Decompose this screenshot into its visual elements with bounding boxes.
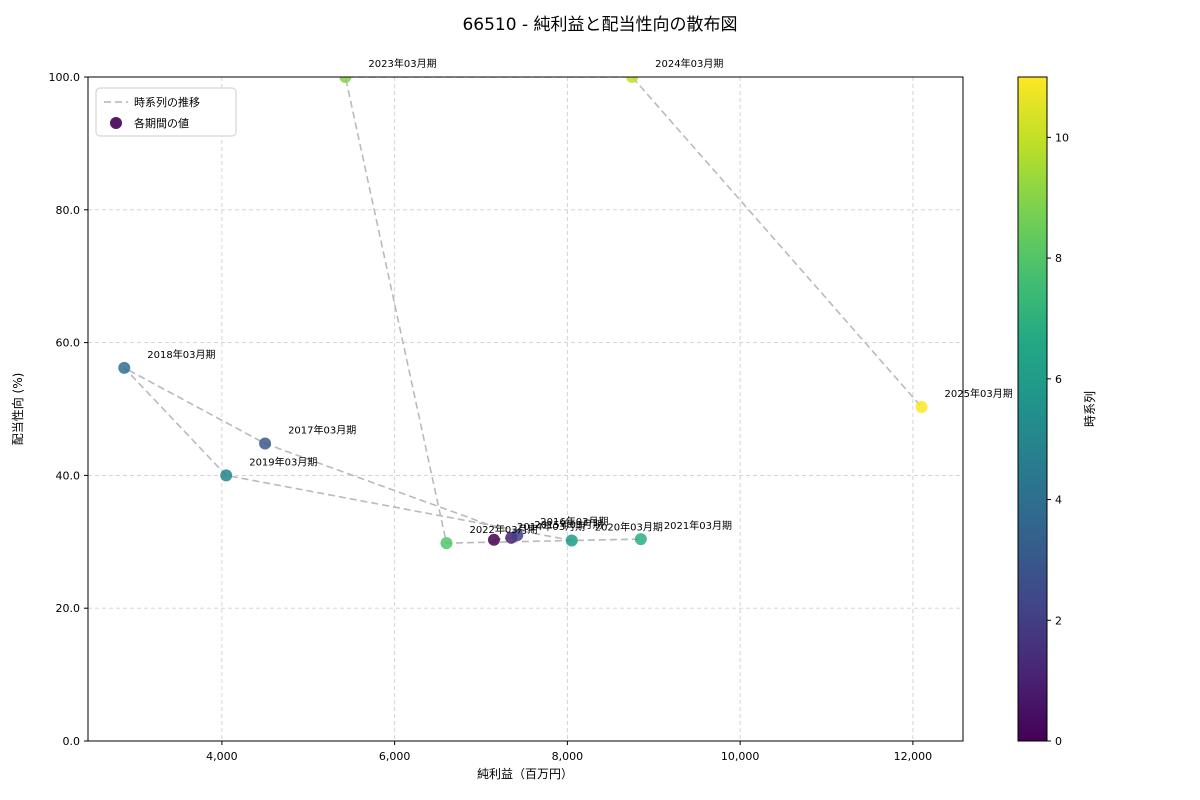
data-point [259, 437, 272, 450]
data-layer [118, 77, 928, 550]
x-tick-label: 6,000 [379, 750, 411, 763]
point-label: 2015年03月期 [534, 518, 602, 531]
point-label: 2017年03月期 [288, 424, 356, 437]
x-tick-label: 4,000 [206, 750, 238, 763]
point-label: 2025年03月期 [945, 387, 1013, 400]
x-tick-label: 12,000 [894, 750, 933, 763]
legend-line-label: 時系列の推移 [134, 95, 200, 109]
x-axis-label: 純利益（百万円） [477, 767, 573, 781]
colorbar-tick-label: 8 [1055, 252, 1062, 265]
y-tick-label: 60.0 [56, 337, 81, 350]
point-label: 2020年03月期 [595, 520, 663, 533]
data-point [339, 77, 352, 83]
point-label: 2022年03月期 [469, 523, 537, 536]
point-label: 2023年03月期 [368, 57, 436, 70]
legend-box [95, 87, 237, 137]
y-tick-label: 40.0 [56, 469, 81, 482]
y-tick-label: 0.0 [63, 735, 81, 748]
plot-border [87, 76, 964, 742]
point-label: 2019年03月期 [249, 455, 317, 468]
gridlines [88, 76, 963, 742]
data-point [440, 537, 453, 550]
data-point [626, 77, 639, 83]
axes-layer: 4,000 6,000 8,000 10,000 12,000 0.0 20.0 40.0 60… [49, 71, 964, 763]
x-tick-label: 10,000 [721, 750, 760, 763]
y-tick-label: 100.0 [49, 71, 81, 84]
legend-point-marker [110, 117, 122, 129]
data-point [118, 361, 131, 374]
point-label: 2018年03月期 [147, 348, 215, 361]
colorbar-gradient [1018, 77, 1047, 741]
x-tick-label: 8,000 [552, 750, 584, 763]
data-point [220, 469, 233, 482]
data-point [487, 533, 500, 546]
y-tick-label: 80.0 [56, 204, 81, 217]
y-tick-label: 20.0 [56, 602, 81, 615]
data-point [915, 401, 928, 414]
colorbar-frame [1017, 76, 1048, 742]
colorbar-tick-label: 4 [1055, 494, 1062, 507]
colorbar-tick-label: 10 [1055, 131, 1069, 144]
time-series-line [123, 77, 923, 544]
point-label: 2024年03月期 [655, 57, 723, 70]
y-axis-label: 配当性向 (%) [10, 373, 25, 446]
point-label: 2014年03月期 [517, 520, 585, 533]
point-label: 2021年03月期 [664, 519, 732, 532]
colorbar: 0 2 4 6 8 10 [1017, 76, 1069, 748]
legend-point-label: 各期間の値 [134, 116, 189, 130]
colorbar-tick-label: 0 [1055, 735, 1062, 748]
legend: 時系列の推移 各期間の値 [95, 87, 237, 137]
point-label: 2016年03月期 [540, 515, 608, 528]
data-point [565, 534, 578, 547]
data-point [634, 533, 647, 546]
data-point [511, 529, 524, 542]
colorbar-label: 時系列 [1083, 391, 1097, 427]
colorbar-tick-label: 6 [1055, 373, 1062, 386]
chart-title: 66510 - 純利益と配当性向の散布図 [462, 15, 737, 35]
colorbar-tick-label: 2 [1055, 614, 1062, 627]
